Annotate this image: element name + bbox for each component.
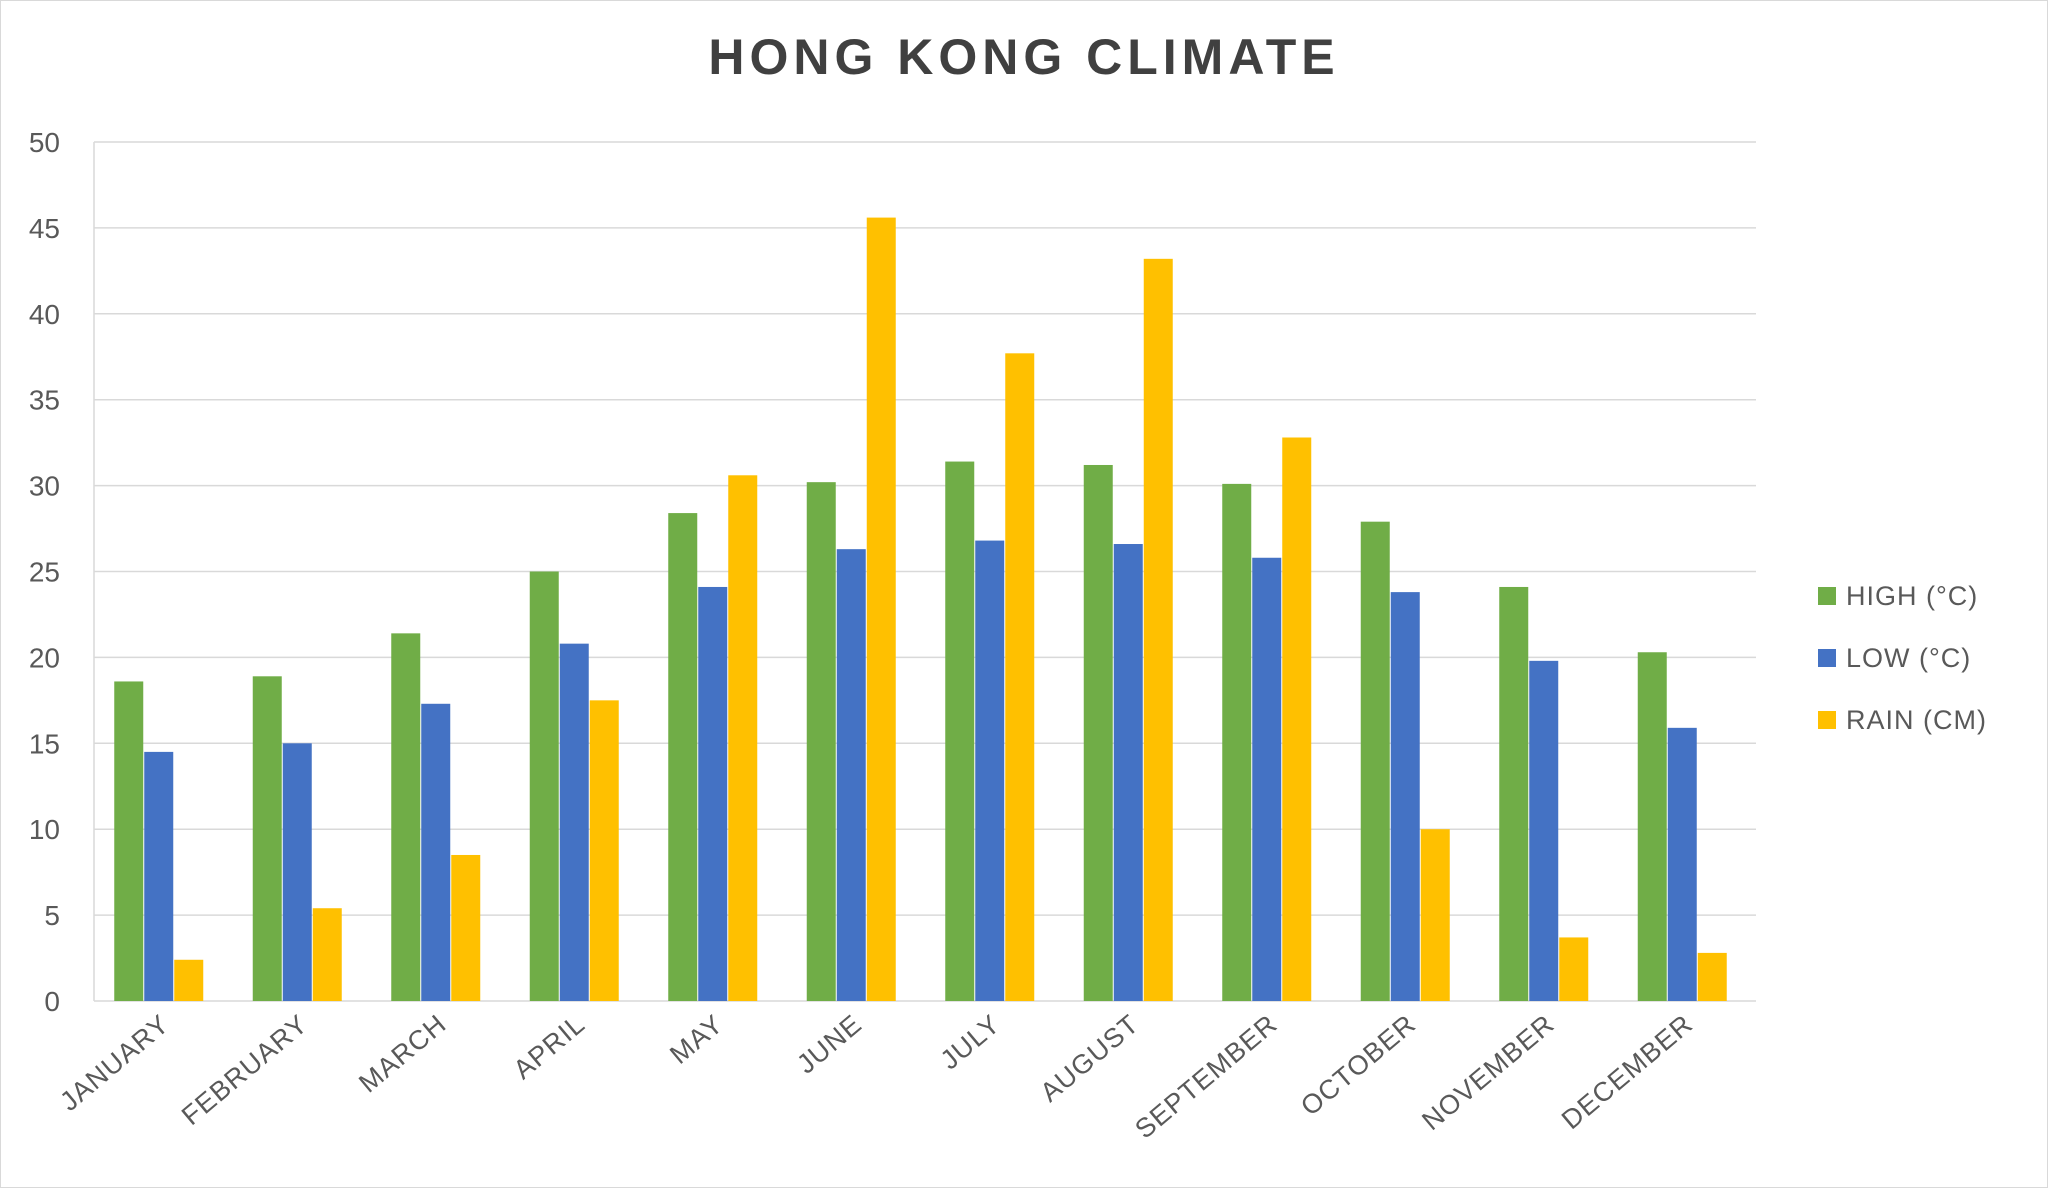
legend-swatch	[1818, 649, 1836, 667]
x-tick-label-march: MARCH	[353, 1009, 452, 1099]
x-tick-label-october: OCTOBER	[1295, 1009, 1422, 1122]
bar-high-january	[114, 681, 144, 1001]
x-tick-label-february: FEBRUARY	[176, 1009, 314, 1131]
x-tick-label-june: JUNE	[791, 1009, 867, 1080]
bar-low-june	[836, 549, 866, 1001]
bar-rain-april	[589, 700, 619, 1001]
bar-rain-february	[312, 908, 342, 1001]
bar-high-december	[1637, 652, 1667, 1001]
bar-low-january	[144, 751, 174, 1001]
bar-high-march	[391, 633, 421, 1001]
bar-rain-october	[1420, 829, 1450, 1001]
y-tick-label: 15	[29, 728, 60, 759]
legend-item-rain: RAIN (CM)	[1818, 689, 1987, 751]
bar-low-august	[1113, 544, 1143, 1001]
bar-high-june	[806, 482, 836, 1001]
x-tick-label-november: NOVEMBER	[1416, 1009, 1560, 1136]
bar-low-september	[1252, 557, 1282, 1001]
y-tick-label: 5	[44, 900, 60, 931]
bar-low-february	[282, 743, 312, 1001]
legend-swatch	[1818, 711, 1836, 729]
y-tick-label: 35	[29, 385, 60, 416]
y-tick-label: 45	[29, 213, 60, 244]
x-tick-label-april: APRIL	[508, 1009, 591, 1085]
y-tick-label: 20	[29, 642, 60, 673]
y-tick-label: 10	[29, 814, 60, 845]
legend-label: LOW (°C)	[1846, 642, 1972, 673]
bar-low-may	[698, 586, 728, 1001]
legend-item-high: HIGH (°C)	[1818, 565, 1987, 627]
bar-high-april	[529, 571, 559, 1001]
y-tick-label: 50	[29, 127, 60, 158]
bar-rain-november	[1559, 937, 1589, 1001]
y-tick-label: 30	[29, 471, 60, 502]
bar-low-april	[559, 643, 589, 1001]
bar-high-may	[668, 513, 698, 1001]
bar-rain-may	[728, 475, 758, 1001]
bar-low-november	[1529, 660, 1559, 1001]
bar-rain-december	[1697, 952, 1727, 1001]
bar-high-july	[945, 461, 975, 1002]
bar-high-september	[1222, 483, 1252, 1002]
x-tick-label-january: JANUARY	[54, 1009, 175, 1117]
bar-rain-september	[1282, 437, 1312, 1002]
legend-swatch	[1818, 587, 1836, 605]
bar-low-march	[421, 703, 451, 1001]
y-tick-label: 40	[29, 299, 60, 330]
bar-low-december	[1667, 727, 1697, 1001]
bar-rain-january	[174, 959, 204, 1001]
chart-legend: HIGH (°C) LOW (°C) RAIN (CM)	[1818, 565, 1987, 751]
x-tick-label-september: SEPTEMBER	[1129, 1009, 1283, 1145]
bar-high-november	[1499, 586, 1529, 1001]
y-tick-label: 25	[29, 557, 60, 588]
x-tick-label-may: MAY	[664, 1009, 729, 1070]
legend-label: RAIN (CM)	[1846, 704, 1987, 735]
legend-label: HIGH (°C)	[1846, 580, 1979, 611]
bar-high-october	[1360, 521, 1390, 1001]
x-tick-label-august: AUGUST	[1035, 1009, 1145, 1108]
chart-title: HONG KONG CLIMATE	[708, 29, 1340, 85]
bar-low-july	[975, 540, 1005, 1001]
bar-high-february	[252, 676, 282, 1001]
x-tick-label-july: JULY	[935, 1009, 1006, 1076]
bar-high-august	[1083, 464, 1113, 1001]
legend-item-low: LOW (°C)	[1818, 627, 1987, 689]
bar-low-october	[1390, 592, 1420, 1001]
x-tick-label-december: DECEMBER	[1556, 1009, 1699, 1135]
bar-rain-march	[451, 854, 481, 1001]
bar-rain-august	[1143, 258, 1173, 1002]
bar-rain-july	[1005, 353, 1035, 1002]
bar-rain-june	[866, 217, 896, 1002]
y-tick-label: 0	[44, 986, 60, 1017]
